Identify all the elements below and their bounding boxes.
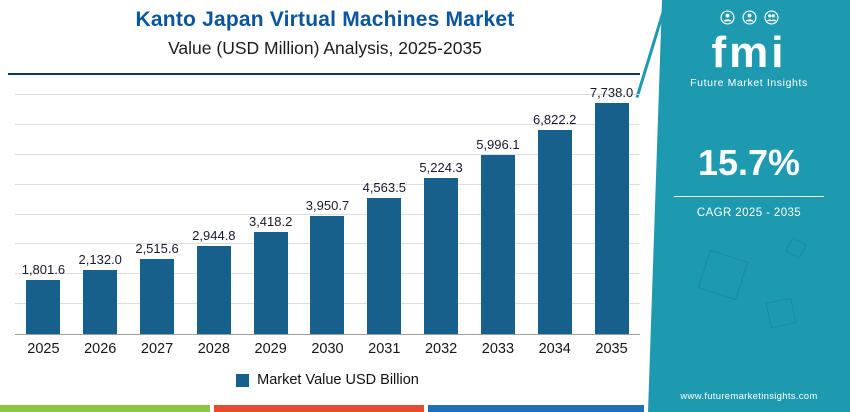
- legend: Market Value USD Billion: [15, 372, 640, 388]
- x-axis-label: 2027: [140, 341, 174, 357]
- bar-slot: 2,515.6: [129, 241, 186, 334]
- chart-title: Kanto Japan Virtual Machines Market: [135, 8, 515, 31]
- bar-slot: 1,801.6: [15, 262, 72, 334]
- bar: [537, 130, 572, 334]
- bar: [480, 155, 515, 334]
- footer-stripe-red: [214, 405, 424, 412]
- cagr-label: CAGR 2025 - 2035: [696, 207, 802, 219]
- x-axis-label: 2029: [254, 341, 287, 357]
- legend-swatch: [236, 373, 250, 387]
- gridline: [15, 153, 640, 155]
- bar: [196, 246, 231, 334]
- cagr-value: 15.7%: [697, 142, 801, 183]
- gridline: [15, 94, 640, 95]
- bar: [594, 103, 629, 334]
- bar-value-label: 6,822.2: [533, 112, 577, 127]
- bar-value-label: 3,950.7: [305, 198, 350, 213]
- x-axis-label: 2034: [538, 341, 571, 357]
- logo-icons: [648, 10, 850, 30]
- x-axis-label: 2035: [595, 341, 628, 357]
- legend-label: Market Value USD Billion: [257, 372, 419, 388]
- bar-slot: 7,738.0: [583, 85, 640, 334]
- bar: [310, 216, 345, 334]
- watermark-shape: [765, 297, 797, 329]
- bar-value-label: 5,996.1: [476, 137, 520, 152]
- x-axis-label: 2026: [84, 341, 117, 357]
- footer-stripe-blue: [428, 405, 644, 412]
- bar-value-label: 2,132.0: [78, 252, 122, 267]
- bar: [83, 270, 118, 334]
- x-axis-label: 2030: [311, 341, 344, 357]
- gridline: [15, 183, 640, 185]
- brand-panel: fmi Future Market Insights 15.7% CAGR 20…: [648, 0, 850, 412]
- logo-subtext: Future Market Insights: [690, 77, 808, 89]
- bar-slot: 5,224.3: [413, 160, 470, 334]
- bar: [424, 178, 459, 334]
- bar-value-label: 7,738.0: [589, 85, 634, 100]
- footer-stripe-green: [0, 405, 210, 412]
- logo-wordmark: fmi: [711, 28, 787, 77]
- x-axis-label: 2032: [424, 341, 458, 357]
- x-axis-label: 2028: [197, 341, 230, 357]
- bar-slot: 3,418.2: [242, 214, 299, 334]
- x-axis: 2025 2026 2027 2028 2029 2030 2031 2032 2033 2034…: [15, 341, 640, 357]
- bar: [253, 232, 288, 334]
- plot-area: 1,801.6 2,132.0 2,515.6 2,944.8 3,418.2 3,950…: [15, 85, 640, 335]
- watermark-shape: [697, 249, 749, 301]
- gridline: [15, 213, 640, 215]
- bar-slot: 3,950.7: [299, 198, 356, 334]
- bar: [140, 259, 175, 334]
- bar-value-label: 2,944.8: [192, 228, 236, 243]
- bar-value-label: 2,515.6: [135, 241, 179, 256]
- panel-divider: [674, 196, 824, 197]
- people-icon: [763, 10, 779, 30]
- x-axis-label: 2025: [27, 341, 60, 357]
- x-axis-label: 2031: [368, 341, 401, 357]
- bar-slot: 2,944.8: [185, 228, 242, 334]
- fmi-logo: fmi Future Market Insights: [648, 10, 850, 89]
- bar-slot: 5,996.1: [470, 137, 527, 334]
- bar-value-label: 4,563.5: [362, 180, 406, 195]
- bar-value-label: 1,801.6: [21, 262, 66, 277]
- bar: [26, 280, 61, 334]
- person-icon: [719, 10, 735, 30]
- watermark-shape: [785, 237, 807, 259]
- chart-header: Kanto Japan Virtual Machines Market Valu…: [0, 8, 650, 59]
- gridline: [15, 123, 640, 125]
- bars-row: 1,801.6 2,132.0 2,515.6 2,944.8 3,418.2 3,950…: [15, 85, 640, 334]
- header-rule: [8, 73, 640, 75]
- bar-slot: 2,132.0: [72, 252, 129, 334]
- x-axis-label: 2033: [481, 341, 515, 357]
- bar-slot: 4,563.5: [356, 180, 413, 334]
- bar: [367, 198, 402, 334]
- bar-slot: 6,822.2: [526, 112, 583, 334]
- person-icon: [741, 10, 757, 30]
- bar-value-label: 3,418.2: [248, 214, 293, 229]
- chart-subtitle: Value (USD Million) Analysis, 2025-2035: [168, 38, 482, 58]
- bar-value-label: 5,224.3: [419, 160, 463, 175]
- website-link[interactable]: www.futuremarketinsights.com: [680, 391, 818, 402]
